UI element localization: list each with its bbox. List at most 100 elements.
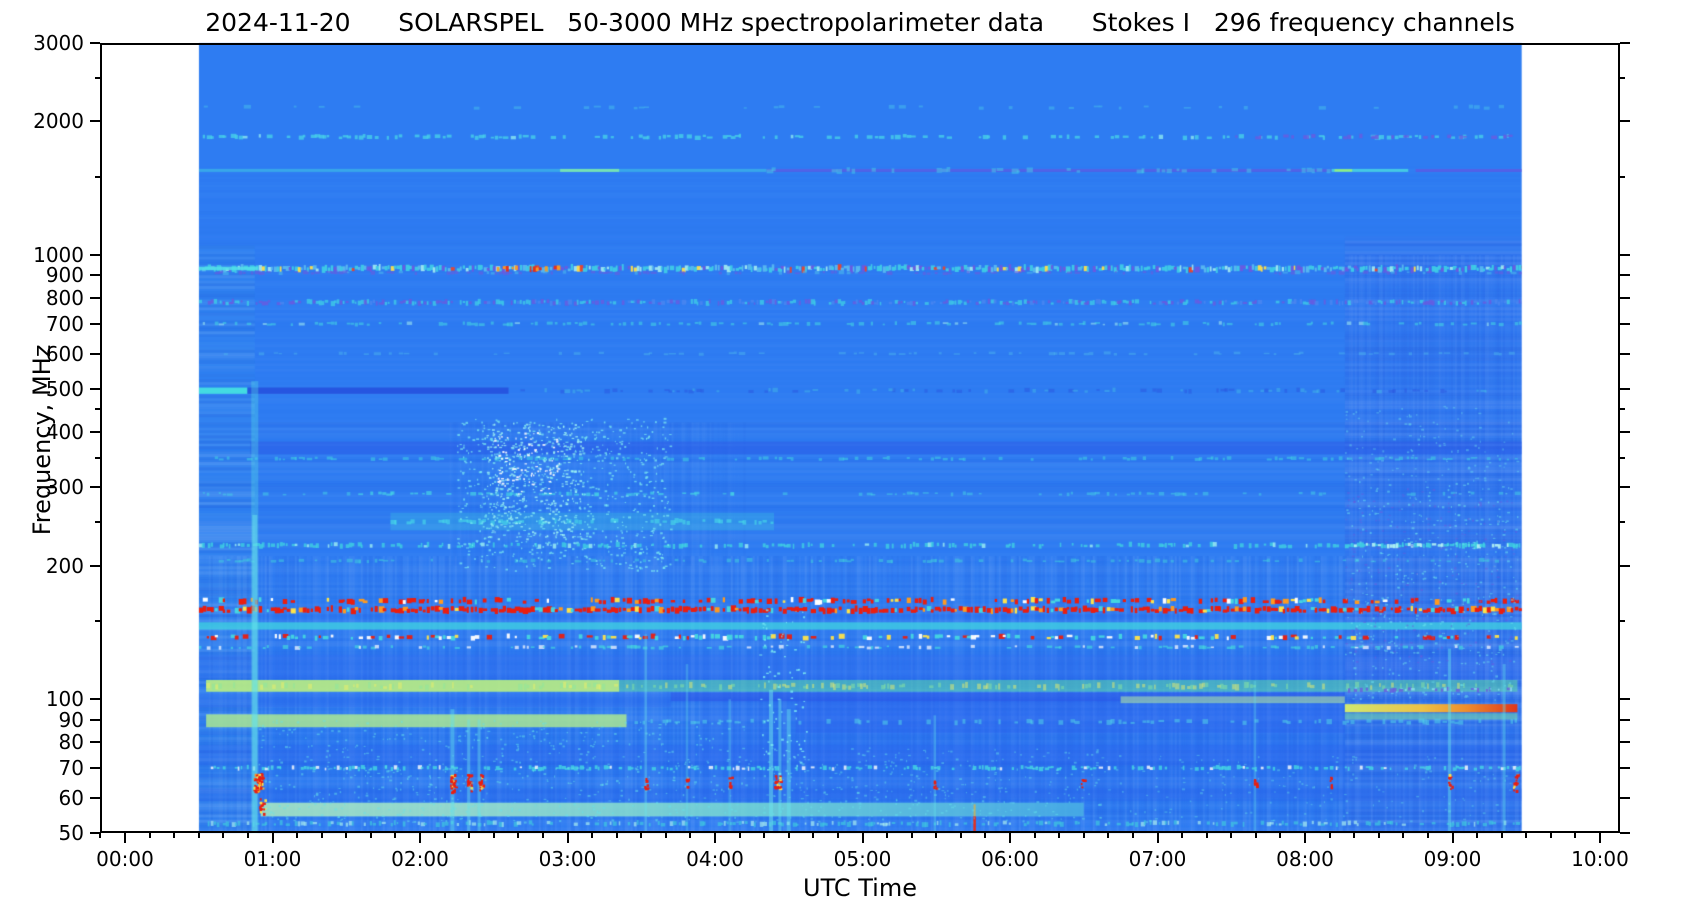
x-axis-label: UTC Time (803, 874, 917, 902)
tick-mark (1620, 352, 1630, 355)
tick-mark (1620, 253, 1630, 256)
tick-mark (90, 767, 100, 770)
y-tick-label: 700 (45, 311, 84, 336)
tick-mark (591, 833, 594, 838)
tick-mark (1033, 833, 1036, 838)
tick-mark (95, 456, 100, 459)
plot-border (100, 43, 1620, 833)
x-tick-label: 10:00 (1571, 847, 1629, 871)
tick-mark (90, 42, 100, 44)
tick-mark (1620, 77, 1625, 80)
tick-mark (1620, 408, 1625, 411)
tick-mark (369, 833, 372, 838)
tick-mark (1620, 698, 1630, 701)
x-tick-label: 05:00 (833, 847, 892, 871)
tick-mark (1620, 486, 1630, 489)
tick-mark (1254, 833, 1257, 838)
tick-mark (99, 833, 102, 838)
tick-mark (1500, 833, 1503, 838)
y-tick-label: 600 (45, 341, 84, 366)
tick-mark (296, 833, 299, 838)
tick-mark (90, 387, 100, 390)
tick-mark (1620, 620, 1625, 623)
chart-title: 2024-11-20 SOLARSPEL 50-3000 MHz spectro… (205, 8, 1515, 37)
tick-mark (541, 833, 544, 838)
tick-mark (1549, 833, 1552, 838)
x-tick-label: 06:00 (981, 847, 1039, 871)
tick-mark (443, 833, 446, 838)
y-tick-label: 900 (45, 263, 84, 288)
tick-mark (1620, 456, 1625, 459)
x-tick-label: 04:00 (686, 847, 744, 871)
tick-mark (1620, 430, 1630, 433)
tick-mark (1156, 833, 1159, 843)
tick-mark (90, 430, 100, 433)
y-tick-label: 50 (58, 821, 84, 845)
x-tick-label: 01:00 (243, 847, 302, 871)
tick-mark (394, 833, 397, 838)
tick-mark (1082, 833, 1085, 838)
tick-mark (246, 833, 249, 838)
tick-mark (90, 832, 100, 834)
tick-mark (90, 741, 100, 744)
y-tick-label: 3000 (33, 31, 84, 55)
x-tick-label: 09:00 (1423, 847, 1482, 871)
tick-mark (1058, 833, 1061, 838)
tick-mark (1620, 387, 1630, 390)
tick-mark (1131, 833, 1134, 838)
tick-mark (320, 833, 323, 838)
tick-mark (812, 833, 815, 838)
tick-mark (836, 833, 839, 838)
tick-mark (1620, 796, 1630, 799)
tick-mark (1328, 833, 1331, 838)
y-tick-label: 1000 (33, 242, 84, 267)
tick-mark (738, 833, 741, 838)
tick-mark (124, 833, 126, 843)
x-tick-label: 08:00 (1276, 847, 1334, 871)
tick-mark (1279, 833, 1282, 838)
tick-mark (90, 718, 100, 721)
tick-mark (1574, 833, 1577, 838)
tick-mark (1451, 833, 1454, 843)
y-tick-label: 70 (58, 756, 84, 781)
tick-mark (984, 833, 987, 838)
y-tick-label: 60 (58, 785, 84, 810)
y-axis-label: Frequency, MHz (28, 344, 56, 536)
y-tick-label: 80 (58, 730, 84, 755)
tick-mark (1426, 833, 1429, 838)
tick-mark (714, 833, 716, 843)
tick-mark (1620, 120, 1630, 123)
tick-mark (1353, 833, 1356, 838)
tick-mark (910, 833, 913, 838)
tick-mark (222, 833, 225, 838)
x-tick-label: 03:00 (538, 847, 597, 871)
tick-mark (148, 833, 151, 838)
y-tick-label: 90 (58, 707, 84, 732)
tick-mark (1304, 833, 1306, 843)
tick-mark (935, 833, 938, 838)
tick-mark (173, 833, 176, 838)
tick-mark (90, 352, 100, 355)
tick-mark (861, 833, 864, 843)
tick-mark (1620, 767, 1630, 770)
tick-mark (1107, 833, 1110, 838)
tick-mark (271, 833, 274, 843)
tick-mark (345, 833, 348, 838)
y-tick-label: 400 (45, 419, 84, 444)
x-tick-label: 07:00 (1128, 847, 1187, 871)
tick-mark (959, 833, 962, 838)
tick-mark (1620, 564, 1630, 567)
tick-mark (90, 253, 100, 256)
tick-mark (763, 833, 766, 838)
x-tick-label: 00:00 (96, 847, 154, 871)
tick-mark (90, 564, 100, 567)
tick-mark (95, 521, 100, 524)
tick-mark (90, 796, 100, 799)
y-tick-label: 100 (45, 687, 84, 712)
tick-mark (1620, 521, 1625, 524)
x-tick-label: 02:00 (391, 847, 449, 871)
y-tick-label: 800 (45, 286, 84, 311)
tick-mark (1620, 741, 1630, 744)
tick-mark (1620, 718, 1630, 721)
